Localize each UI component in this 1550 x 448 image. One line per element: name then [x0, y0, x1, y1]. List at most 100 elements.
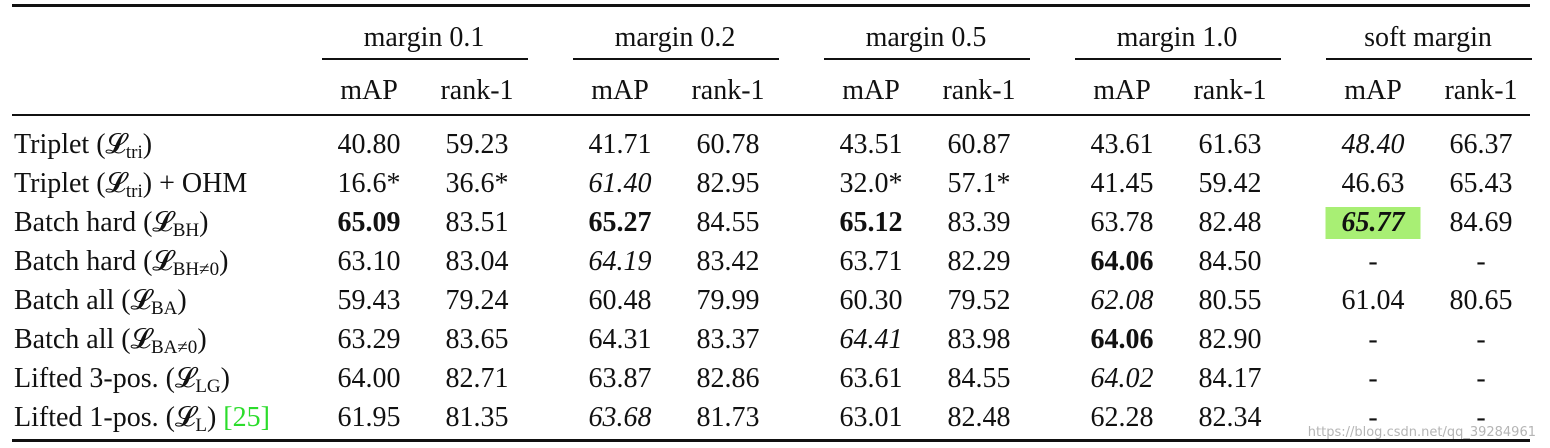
table-cell: 83.04	[445, 246, 509, 277]
table-cell: 84.55	[696, 207, 760, 238]
table-cell: 57.1*	[947, 168, 1011, 199]
table-cell: 79.99	[696, 285, 760, 316]
row-label-text: Triplet (	[14, 129, 106, 160]
table-cell: 84.50	[1198, 246, 1262, 277]
table-cell: 83.51	[445, 207, 509, 238]
table-cell: 82.34	[1198, 402, 1262, 433]
row-label-text: Batch hard (	[14, 207, 153, 238]
table-cell: 60.30	[839, 285, 903, 316]
table-cell: 64.19	[588, 246, 652, 277]
table-cell: 65.12	[839, 207, 903, 238]
table-cell: 64.06	[1090, 324, 1154, 355]
subheader-rank1: rank-1	[691, 75, 765, 106]
table-cell: 63.78	[1090, 207, 1154, 238]
table-cell: -	[1476, 363, 1486, 394]
table-cell: 59.42	[1198, 168, 1262, 199]
loss-subscript: BH≠0	[172, 259, 220, 280]
subheader-map: mAP	[1093, 75, 1151, 106]
loss-symbol: 𝓛	[130, 324, 151, 355]
table-cell: 46.63	[1341, 168, 1405, 199]
loss-symbol: 𝓛	[152, 246, 173, 277]
row-label-tail: )	[142, 129, 153, 160]
table-cell: 79.52	[947, 285, 1011, 316]
row-label-text: Batch all (	[14, 324, 131, 355]
row-label-tail: )	[220, 363, 230, 394]
table-cell: 62.28	[1090, 402, 1154, 433]
row-label: Batch all (𝓛BA)	[14, 285, 187, 319]
table-cell: 43.51	[839, 129, 903, 160]
table-cell: 63.01	[839, 402, 903, 433]
table-cell: 82.48	[1198, 207, 1262, 238]
table-cell: 83.37	[696, 324, 760, 355]
table-cell: 65.43	[1449, 168, 1513, 199]
table-cell: 41.45	[1090, 168, 1154, 199]
table-cell: 82.90	[1198, 324, 1262, 355]
loss-symbol: 𝓛	[174, 363, 196, 394]
table-cell: 16.6*	[337, 168, 401, 199]
loss-symbol: 𝓛	[174, 402, 196, 433]
table-cell: 83.65	[445, 324, 509, 355]
subheader-rank1: rank-1	[1444, 75, 1518, 106]
subheader-rank1: rank-1	[440, 75, 514, 106]
citation-link[interactable]: [25]	[223, 402, 270, 433]
table-cell: 82.86	[696, 363, 760, 394]
row-label-text: Triplet (	[14, 168, 106, 199]
table-cell: 80.65	[1449, 285, 1513, 316]
table-cell: 64.31	[588, 324, 652, 355]
group-header: soft margin	[1364, 22, 1492, 53]
row-label: Triplet (𝓛tri) + OHM	[14, 168, 247, 202]
loss-subscript: BA	[150, 298, 178, 319]
table-cell: 84.69	[1449, 207, 1513, 238]
table-cell: -	[1368, 246, 1378, 277]
table-cell: 61.40	[588, 168, 652, 199]
row-label: Lifted 1-pos. (𝓛L) [25]	[14, 402, 270, 436]
group-header: margin 1.0	[1116, 22, 1238, 53]
subheader-map: mAP	[340, 75, 398, 106]
loss-symbol: 𝓛	[105, 129, 126, 160]
row-label-tail: )	[177, 285, 187, 316]
loss-symbol: 𝓛	[130, 285, 151, 316]
top-rule	[12, 4, 1530, 7]
table-cell: 83.39	[947, 207, 1011, 238]
table-cell: 83.42	[696, 246, 760, 277]
header-rule	[12, 114, 1530, 116]
table-cell: 43.61	[1090, 129, 1154, 160]
table-cell: 60.78	[696, 129, 760, 160]
table-cell: 63.10	[337, 246, 401, 277]
table-cell: -	[1476, 402, 1486, 433]
group-rule-5	[1326, 58, 1532, 60]
table-cell: -	[1368, 363, 1378, 394]
group-header: margin 0.1	[363, 22, 485, 53]
table-cell: 59.43	[337, 285, 401, 316]
table-cell: 59.23	[445, 129, 509, 160]
table-cell: 80.55	[1198, 285, 1262, 316]
table-cell: -	[1368, 324, 1378, 355]
table-cell: 82.29	[947, 246, 1011, 277]
table-cell: 84.17	[1198, 363, 1262, 394]
table-cell: -	[1476, 324, 1486, 355]
row-label: Batch all (𝓛BA≠0)	[14, 324, 207, 358]
table-cell: 60.87	[947, 129, 1011, 160]
row-label: Batch hard (𝓛BH≠0)	[14, 246, 228, 280]
table-cell: 79.24	[445, 285, 509, 316]
watermark: https://blog.csdn.net/qq_39284961	[1307, 425, 1536, 440]
table-cell: 64.02	[1090, 363, 1154, 394]
row-label-tail: )	[199, 207, 209, 238]
table-cell: 82.95	[696, 168, 760, 199]
table-cell: 48.40	[1341, 129, 1405, 160]
table-cell: 40.80	[337, 129, 401, 160]
table-cell: 60.48	[588, 285, 652, 316]
loss-subscript: tri	[125, 142, 143, 163]
row-label-text: Batch all (	[14, 285, 131, 316]
table-cell: 61.04	[1341, 285, 1405, 316]
loss-subscript: BH	[172, 220, 200, 241]
table-cell: 63.87	[588, 363, 652, 394]
table-cell: 36.6*	[445, 168, 509, 199]
table-cell: -	[1368, 402, 1378, 433]
loss-symbol: 𝓛	[152, 207, 173, 238]
table-cell: 63.61	[839, 363, 903, 394]
row-label-tail: )	[197, 324, 207, 355]
subheader-map: mAP	[1344, 75, 1402, 106]
loss-subscript: LG	[195, 376, 221, 397]
row-label-text: Lifted 1-pos. (	[14, 402, 175, 433]
